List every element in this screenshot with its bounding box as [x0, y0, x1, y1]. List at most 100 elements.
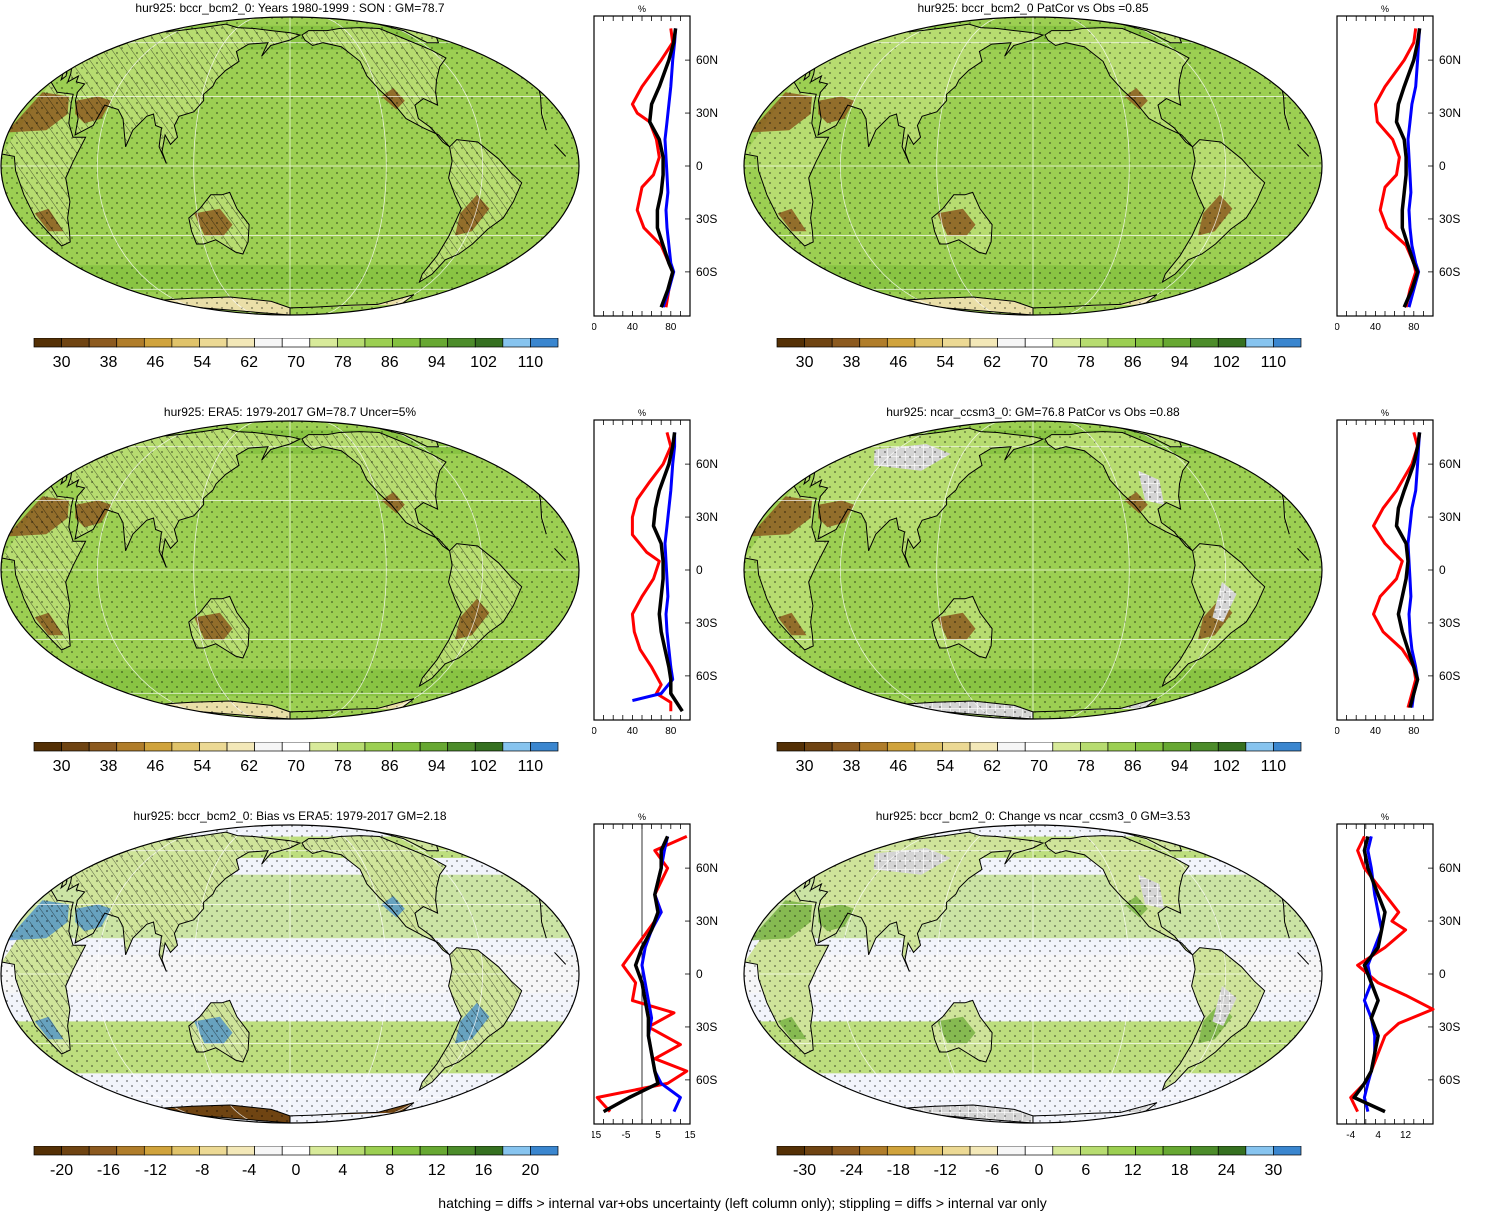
colorbar-swatch	[1107, 742, 1136, 752]
colorbar-swatch	[1135, 1146, 1164, 1156]
zonal-mean-profile: % 60N 30N 0 30S 60S 0 40 80	[592, 408, 718, 737]
profile-lat-tick-label: 30S	[1439, 616, 1460, 630]
profile-line-blue	[632, 432, 677, 703]
colorbar-swatch	[1245, 1146, 1274, 1156]
profile-lat-tick-label: 60N	[1439, 53, 1461, 67]
profile-lat-tick-label: 30N	[1439, 106, 1461, 120]
map-field	[744, 421, 1322, 719]
colorbar-tick-label: 0	[1035, 1162, 1044, 1179]
colorbar-tick-label: -4	[242, 1162, 256, 1179]
panel-bcm2-change: hur925: bccr_bcm2_0: Change vs ncar_ccsm…	[743, 808, 1485, 1212]
map-field	[744, 825, 1322, 1123]
colorbar-swatch	[226, 1146, 255, 1156]
zonal-mean-profile: % 60N 30N 0 30S 60S 0 40 80	[592, 4, 718, 333]
colorbar-tick-label: 54	[193, 758, 211, 775]
colorbar-tick-label: 70	[287, 354, 305, 371]
colorbar-swatch	[88, 1146, 118, 1156]
colorbar-swatch	[474, 742, 504, 752]
colorbar-swatch	[502, 742, 531, 752]
colorbar: 30 38 46 54 62 70 78 86 94 102 110	[33, 338, 559, 371]
profile-x-tick-label: 40	[1370, 726, 1382, 737]
colorbar-swatch	[281, 1146, 311, 1156]
profile-lat-tick-label: 60N	[696, 53, 718, 67]
profile-x-tick-label: 15	[684, 1130, 696, 1141]
colorbar-swatch	[1273, 338, 1302, 348]
colorbar-tick-label: -16	[97, 1162, 120, 1179]
zonal-mean-profile: % 60N 30N 0 30S 60S 0 40 80	[1335, 4, 1461, 333]
colorbar-swatch	[116, 338, 145, 348]
profile-x-tick-label: 12	[1400, 1130, 1412, 1141]
colorbar-swatch	[392, 1146, 421, 1156]
colorbar-tick-label: 20	[522, 1162, 540, 1179]
colorbar: -20 -16 -12 -8 -4 0 4 8 12 16 20	[33, 1146, 559, 1179]
colorbar-swatch	[419, 742, 449, 752]
colorbar-tick-label: 4	[338, 1162, 347, 1179]
colorbar-swatch	[88, 338, 118, 348]
profile-lat-tick-label: 0	[1439, 159, 1446, 173]
profile-lat-tick-label: 60N	[1439, 861, 1461, 875]
panel-title: hur925: bccr_bcm2_0: Change vs ncar_ccsm…	[875, 809, 1191, 823]
profile-lat-tick-label: 30S	[1439, 1020, 1460, 1034]
colorbar-tick-label: 46	[889, 758, 907, 775]
colorbar-tick-label: 54	[193, 354, 211, 371]
colorbar-tick-label: 94	[1171, 354, 1189, 371]
zonal-mean-profile: % 60N 30N 0 30S 60S 0 40 80	[1335, 408, 1461, 737]
profile-lat-tick-label: 60N	[696, 861, 718, 875]
panel-title: hur925: ERA5: 1979-2017 GM=78.7 Uncer=5%	[163, 405, 417, 419]
colorbar-swatch	[61, 1146, 90, 1156]
colorbar-tick-label: -30	[793, 1162, 816, 1179]
map-field	[1, 421, 579, 719]
colorbar-swatch	[1024, 742, 1054, 752]
colorbar-swatch	[199, 1146, 228, 1156]
colorbar-tick-label: 78	[1077, 758, 1095, 775]
colorbar-tick-label: 86	[381, 354, 399, 371]
world-map	[0, 16, 580, 316]
colorbar-swatch	[61, 338, 90, 348]
colorbar-swatch	[1273, 742, 1302, 752]
colorbar-tick-label: -18	[887, 1162, 910, 1179]
colorbar-swatch	[116, 742, 145, 752]
colorbar-swatch	[969, 338, 998, 348]
profile-lat-tick-label: 30N	[1439, 510, 1461, 524]
colorbar-swatch	[447, 742, 476, 752]
colorbar-tick-label: 86	[1124, 758, 1142, 775]
profile-x-tick-label: 5	[655, 1130, 661, 1141]
profile-lat-tick-label: 30S	[696, 616, 717, 630]
world-map	[743, 16, 1323, 316]
colorbar-tick-label: 6	[1081, 1162, 1090, 1179]
colorbar-tick-label: 30	[53, 758, 71, 775]
profile-lat-tick-label: 30S	[696, 1020, 717, 1034]
colorbar-swatch	[309, 1146, 338, 1156]
profile-x-tick-label: -5	[622, 1130, 631, 1141]
colorbar-tick-label: 110	[518, 758, 544, 775]
colorbar-tick-label: 54	[936, 354, 954, 371]
profile-x-tick-label: 40	[627, 726, 639, 737]
profile-lat-tick-label: 0	[1439, 563, 1446, 577]
colorbar-swatch	[337, 742, 366, 752]
colorbar-swatch	[364, 1146, 393, 1156]
colorbar-swatch	[392, 742, 421, 752]
colorbar-tick-label: 102	[470, 758, 497, 775]
profile-line-black	[651, 432, 684, 713]
colorbar-tick-label: 62	[240, 758, 258, 775]
panel-ccsm3-patcor: hur925: ncar_ccsm3_0: GM=76.8 PatCor vs …	[743, 404, 1485, 808]
colorbar-tick-label: 18	[1171, 1162, 1189, 1179]
colorbar-swatch	[1107, 338, 1136, 348]
colorbar-tick-label: 102	[470, 354, 497, 371]
colorbar-tick-label: 86	[381, 758, 399, 775]
colorbar-swatch	[1024, 338, 1054, 348]
map-field	[744, 17, 1322, 315]
colorbar-swatch	[969, 742, 998, 752]
profile-line-black	[1394, 28, 1422, 308]
colorbar-tick-label: 24	[1218, 1162, 1236, 1179]
colorbar-tick-label: 0	[292, 1162, 301, 1179]
colorbar-swatch	[1135, 338, 1164, 348]
colorbar-tick-label: 54	[936, 758, 954, 775]
colorbar-tick-label: 94	[428, 354, 446, 371]
colorbar-swatch	[143, 338, 173, 348]
map-field	[1, 17, 579, 315]
colorbar-swatch	[942, 338, 971, 348]
colorbar-swatch	[1190, 1146, 1219, 1156]
profile-unit-label: %	[1381, 812, 1389, 822]
colorbar-swatch	[281, 338, 311, 348]
